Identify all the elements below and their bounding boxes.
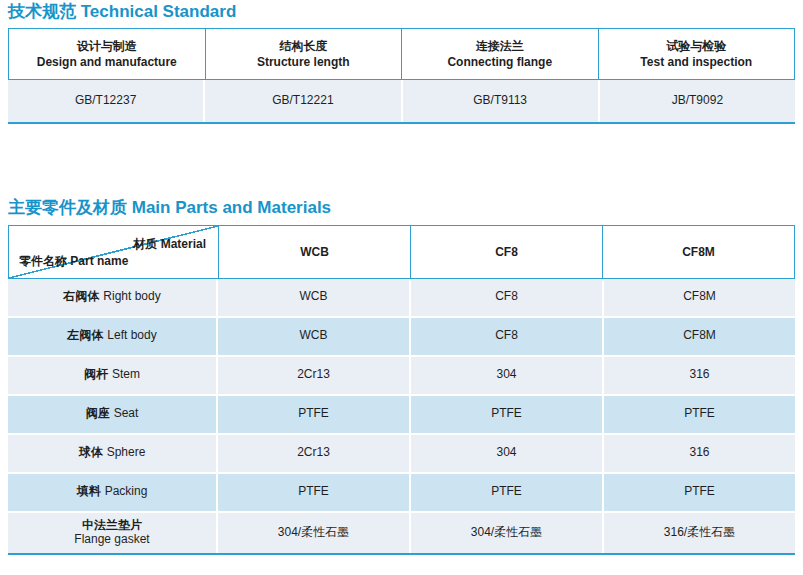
- header-en: Connecting flange: [447, 54, 552, 70]
- header-en: Design and manufacture: [37, 54, 177, 70]
- main-parts-header-row: 材质 Material 零件名称 Part name WCB CF8 CF8M: [8, 225, 795, 279]
- material-value-cell: 316: [604, 357, 795, 394]
- material-value-cell: PTFE: [411, 474, 604, 511]
- header-zh: 连接法兰: [476, 38, 524, 54]
- part-name-en: Right body: [103, 290, 160, 304]
- material-value-cell: PTFE: [218, 396, 411, 433]
- material-value-cell: 2Cr13: [218, 435, 411, 472]
- technical-standard-body: GB/T12237 GB/T12221 GB/T9113 JB/T9092: [8, 80, 795, 124]
- part-name-zh: 左阀体: [67, 329, 103, 343]
- standard-value-cell: GB/T12237: [8, 80, 205, 122]
- part-name-cell: 阀座 Seat: [8, 396, 218, 433]
- header-design-and-manufacture: 设计与制造 Design and manufacture: [9, 29, 206, 79]
- material-value-cell: PTFE: [411, 396, 604, 433]
- main-parts-materials-title: 主要零件及材质 Main Parts and Materials: [8, 198, 795, 218]
- material-value-cell: PTFE: [604, 396, 795, 433]
- table-row-seat: 阀座 Seat PTFE PTFE PTFE: [8, 396, 795, 435]
- material-value-cell: 316/柔性石墨: [604, 513, 795, 553]
- table-row-right-body: 右阀体 Right body WCB CF8 CF8M: [8, 279, 795, 318]
- part-name-zh: 阀杆: [84, 368, 108, 382]
- material-value-cell: 2Cr13: [218, 357, 411, 394]
- material-value-cell: CF8: [411, 279, 604, 316]
- material-value-cell: PTFE: [604, 474, 795, 511]
- material-value-cell: 304: [411, 357, 604, 394]
- technical-standard-header-row: 设计与制造 Design and manufacture 结构长度 Struct…: [8, 28, 795, 80]
- page: 技术规范 Technical Standard 设计与制造 Design and…: [0, 0, 803, 555]
- part-name-en: Stem: [112, 368, 140, 382]
- standard-value-cell: GB/T12221: [205, 80, 402, 122]
- part-name-zh: 填料: [77, 485, 101, 499]
- technical-standard-table: 设计与制造 Design and manufacture 结构长度 Struct…: [8, 28, 795, 124]
- part-name-zh: 阀座: [86, 407, 110, 421]
- table-row-stem: 阀杆 Stem 2Cr13 304 316: [8, 357, 795, 396]
- table-row-sphere: 球体 Sphere 2Cr13 304 316: [8, 435, 795, 474]
- part-name-en: Left body: [107, 329, 156, 343]
- header-zh: 结构长度: [279, 38, 327, 54]
- header-en: Structure length: [257, 54, 350, 70]
- part-name-cell: 中法兰垫片 Flange gasket: [8, 513, 218, 553]
- header-zh: 试验与检验: [666, 38, 726, 54]
- standard-value-cell: JB/T9092: [600, 80, 795, 122]
- header-connecting-flange: 连接法兰 Connecting flange: [402, 29, 599, 79]
- main-parts-body: 右阀体 Right body WCB CF8 CF8M 左阀体 Left bod…: [8, 279, 795, 555]
- part-name-cell: 左阀体 Left body: [8, 318, 218, 355]
- part-name-cell: 球体 Sphere: [8, 435, 218, 472]
- part-name-en: Seat: [114, 407, 139, 421]
- table-row-packing: 填料 Packing PTFE PTFE PTFE: [8, 474, 795, 513]
- table-row: GB/T12237 GB/T12221 GB/T9113 JB/T9092: [8, 80, 795, 122]
- material-value-cell: WCB: [218, 279, 411, 316]
- header-test-and-inspection: 试验与检验 Test and inspection: [599, 29, 795, 79]
- part-name-cell: 阀杆 Stem: [8, 357, 218, 394]
- part-name-en: Flange gasket: [74, 533, 149, 547]
- section-spacer: [8, 124, 795, 198]
- table-row-flange-gasket: 中法兰垫片 Flange gasket 304/柔性石墨 304/柔性石墨 31…: [8, 513, 795, 553]
- material-value-cell: WCB: [218, 318, 411, 355]
- standard-value-cell: GB/T9113: [403, 80, 600, 122]
- corner-part-name-label: 零件名称 Part name: [19, 253, 128, 270]
- part-name-zh: 中法兰垫片: [82, 519, 142, 533]
- material-value-cell: 304/柔性石墨: [411, 513, 604, 553]
- material-value-cell: 304: [411, 435, 604, 472]
- technical-standard-title: 技术规范 Technical Standard: [8, 2, 795, 22]
- table-row-left-body: 左阀体 Left body WCB CF8 CF8M: [8, 318, 795, 357]
- material-value-cell: CF8: [411, 318, 604, 355]
- header-material-cf8m: CF8M: [603, 226, 794, 278]
- header-structure-length: 结构长度 Structure length: [206, 29, 403, 79]
- diagonal-corner-cell: 材质 Material 零件名称 Part name: [9, 226, 219, 278]
- material-value-cell: 304/柔性石墨: [218, 513, 411, 553]
- header-material-cf8: CF8: [411, 226, 603, 278]
- header-zh: 设计与制造: [77, 38, 137, 54]
- part-name-cell: 填料 Packing: [8, 474, 218, 511]
- part-name-en: Packing: [105, 485, 148, 499]
- part-name-cell: 右阀体 Right body: [8, 279, 218, 316]
- part-name-zh: 球体: [79, 446, 103, 460]
- part-name-en: Sphere: [107, 446, 146, 460]
- header-en: Test and inspection: [640, 54, 752, 70]
- header-material-wcb: WCB: [219, 226, 411, 278]
- material-value-cell: 316: [604, 435, 795, 472]
- material-value-cell: PTFE: [218, 474, 411, 511]
- material-value-cell: CF8M: [604, 318, 795, 355]
- material-value-cell: CF8M: [604, 279, 795, 316]
- corner-material-label: 材质 Material: [133, 236, 206, 253]
- part-name-zh: 右阀体: [63, 290, 99, 304]
- main-parts-materials-table: 材质 Material 零件名称 Part name WCB CF8 CF8M …: [8, 225, 795, 555]
